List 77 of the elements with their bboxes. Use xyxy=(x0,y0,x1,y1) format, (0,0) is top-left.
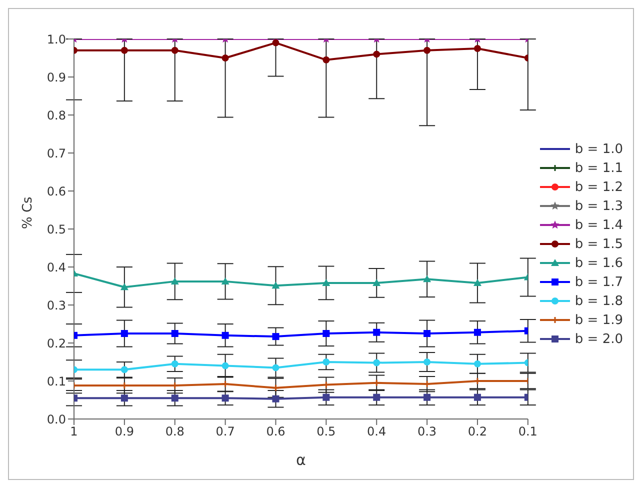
point xyxy=(170,277,179,284)
point xyxy=(423,380,431,388)
legend-label: b = 1.2 xyxy=(574,180,623,194)
x-tick-label: 0.2 xyxy=(468,424,488,439)
point xyxy=(120,46,128,54)
legend-label: b = 1.1 xyxy=(574,160,623,176)
point xyxy=(272,364,280,372)
x-tick-label: 1 xyxy=(70,424,78,439)
point xyxy=(171,360,178,368)
y-tick-label: 0.4 xyxy=(46,260,66,274)
point xyxy=(120,366,128,374)
point xyxy=(423,275,432,282)
legend-label: b = 2.0 xyxy=(574,332,623,346)
legend-label: b = 1.8 xyxy=(574,294,623,308)
point xyxy=(120,394,128,402)
point xyxy=(222,332,229,339)
y-tick-label: 0.6 xyxy=(46,184,66,198)
y-tick-label: 0.2 xyxy=(46,336,66,350)
x-tick-label: 0.8 xyxy=(165,424,184,439)
x-tick-label: 0.9 xyxy=(114,424,134,439)
point xyxy=(373,359,380,366)
point xyxy=(222,394,229,402)
point xyxy=(474,394,481,401)
legend-label: b = 1.6 xyxy=(574,256,623,270)
point xyxy=(272,333,280,340)
point xyxy=(474,45,481,52)
legend-label: b = 1.5 xyxy=(574,236,623,252)
point xyxy=(424,394,431,401)
legend-label: b = 1.3 xyxy=(574,198,623,214)
point xyxy=(171,330,178,337)
x-tick-label: 0.4 xyxy=(367,424,386,439)
point xyxy=(322,278,330,286)
x-tick-label: 0.5 xyxy=(316,424,336,439)
y-tick-label: 0.3 xyxy=(46,298,66,312)
point xyxy=(272,282,280,289)
y-tick-label: 0.7 xyxy=(46,146,66,160)
point xyxy=(272,384,280,392)
point xyxy=(222,380,230,388)
point xyxy=(171,394,178,402)
point xyxy=(322,330,330,337)
y-tick-label: 1.0 xyxy=(46,32,66,46)
y-tick-label: 0.8 xyxy=(46,108,66,122)
point xyxy=(473,278,482,286)
point xyxy=(272,395,280,402)
legend-label: b = 1.0 xyxy=(574,142,623,156)
point xyxy=(120,330,128,337)
y-axis-title: % Cs xyxy=(20,196,36,229)
y-tick-label: 0.9 xyxy=(46,70,66,84)
point xyxy=(272,39,280,46)
x-tick-label: 0.1 xyxy=(518,424,538,439)
x-tick-label: 0.7 xyxy=(216,424,235,439)
point xyxy=(322,358,330,366)
y-tick-label: 0.1 xyxy=(46,374,66,388)
point xyxy=(474,360,481,368)
point xyxy=(120,283,128,290)
point xyxy=(221,277,230,284)
point xyxy=(171,46,178,54)
x-tick-label: 0.3 xyxy=(417,424,437,439)
point xyxy=(372,278,381,286)
x-axis-title: α xyxy=(296,451,306,469)
point xyxy=(474,328,481,336)
point xyxy=(222,54,229,62)
y-tick-label: 0.0 xyxy=(46,412,66,426)
point xyxy=(424,330,431,337)
point xyxy=(322,56,330,64)
legend-label: b = 1.7 xyxy=(574,274,623,290)
point xyxy=(373,328,380,336)
legend-label: b = 1.9 xyxy=(574,312,623,328)
point xyxy=(322,394,330,401)
point xyxy=(373,50,380,58)
y-tick-label: 0.5 xyxy=(46,222,66,236)
point xyxy=(424,46,431,54)
legend-label: b = 1.4 xyxy=(574,218,623,232)
x-tick-label: 0.6 xyxy=(266,424,286,439)
point xyxy=(373,394,380,401)
point xyxy=(222,362,229,370)
point xyxy=(424,358,431,366)
